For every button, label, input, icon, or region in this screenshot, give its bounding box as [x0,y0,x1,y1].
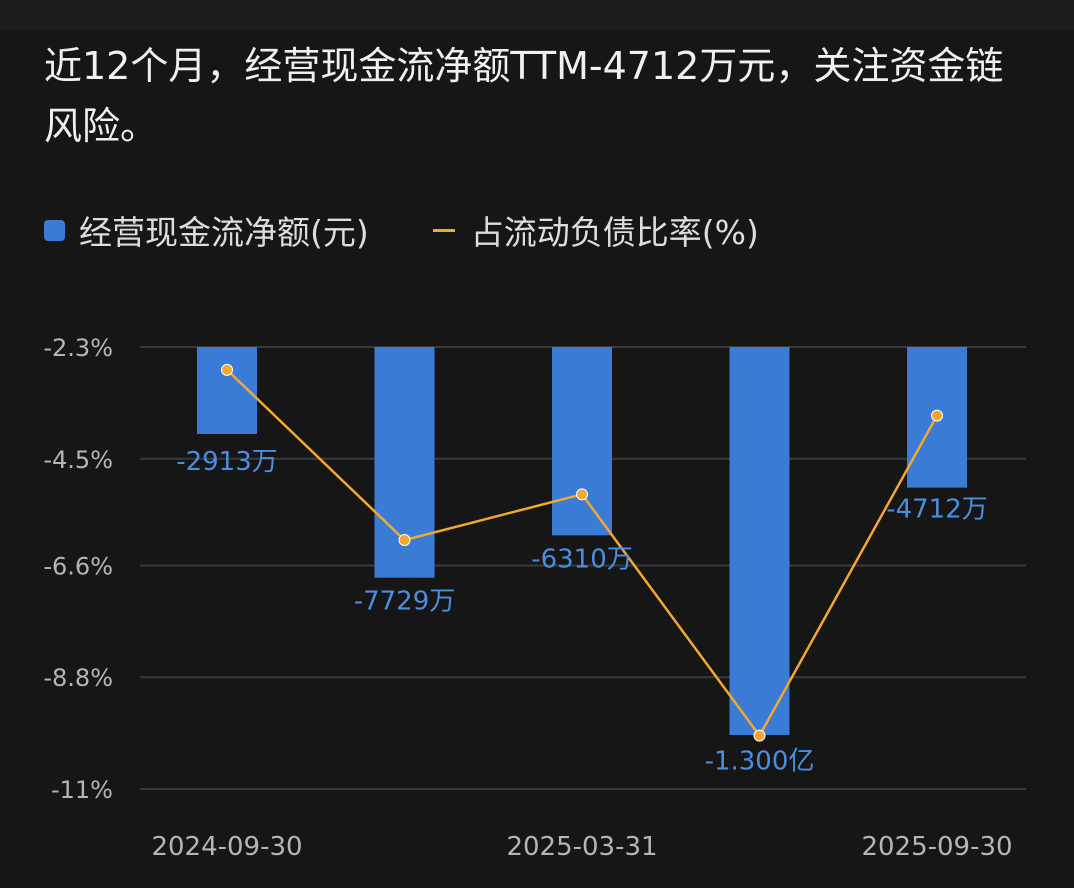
bar-data-label: -6310万 [531,544,633,574]
ratio-point [931,409,943,422]
legend-bar-swatch-icon [44,219,65,241]
ratio-point [398,534,411,547]
top-bar [0,0,1074,30]
cashflow-chart: -2.3% -4.5% -6.6% -8.8% -11% -2913万 -7729万 -631… [43,334,1026,862]
y-tick-label: -4.5% [43,446,113,474]
bar-data-label: -4712万 [886,495,988,525]
headline: 近12个月，经营现金流净额TTM-4712万元，关注资金链风险。 [44,44,1004,148]
y-tick-label: -8.8% [43,664,113,692]
ratio-point [221,363,233,376]
legend-line-label: 占流动负债比率(%) [470,213,759,252]
x-tick-label: 2025-03-31 [506,832,657,862]
bar-data-label: -7729万 [354,587,456,617]
y-tick-label: -6.6% [43,552,113,580]
x-tick-label: 2024-09-30 [151,832,302,862]
bar-data-label: -2913万 [176,447,278,477]
legend-bar-label: 经营现金流净额(元) [79,213,369,252]
legend-item-bar[interactable]: 经营现金流净额(元) [44,206,369,254]
y-tick-label: -11% [51,776,113,804]
bar [552,347,612,536]
legend-item-line[interactable]: 占流动负债比率(%) [432,206,759,254]
y-tick-label: -2.3% [43,334,113,362]
ratio-point [576,488,588,501]
x-tick-label: 2025-09-30 [861,832,1012,862]
bar-data-label: -1.300亿 [705,747,815,777]
chart-legend: 经营现金流净额(元) 占流动负债比率(%) [44,206,759,254]
legend-line-swatch-icon [432,228,455,232]
bar [729,347,790,735]
ratio-point [753,729,766,742]
